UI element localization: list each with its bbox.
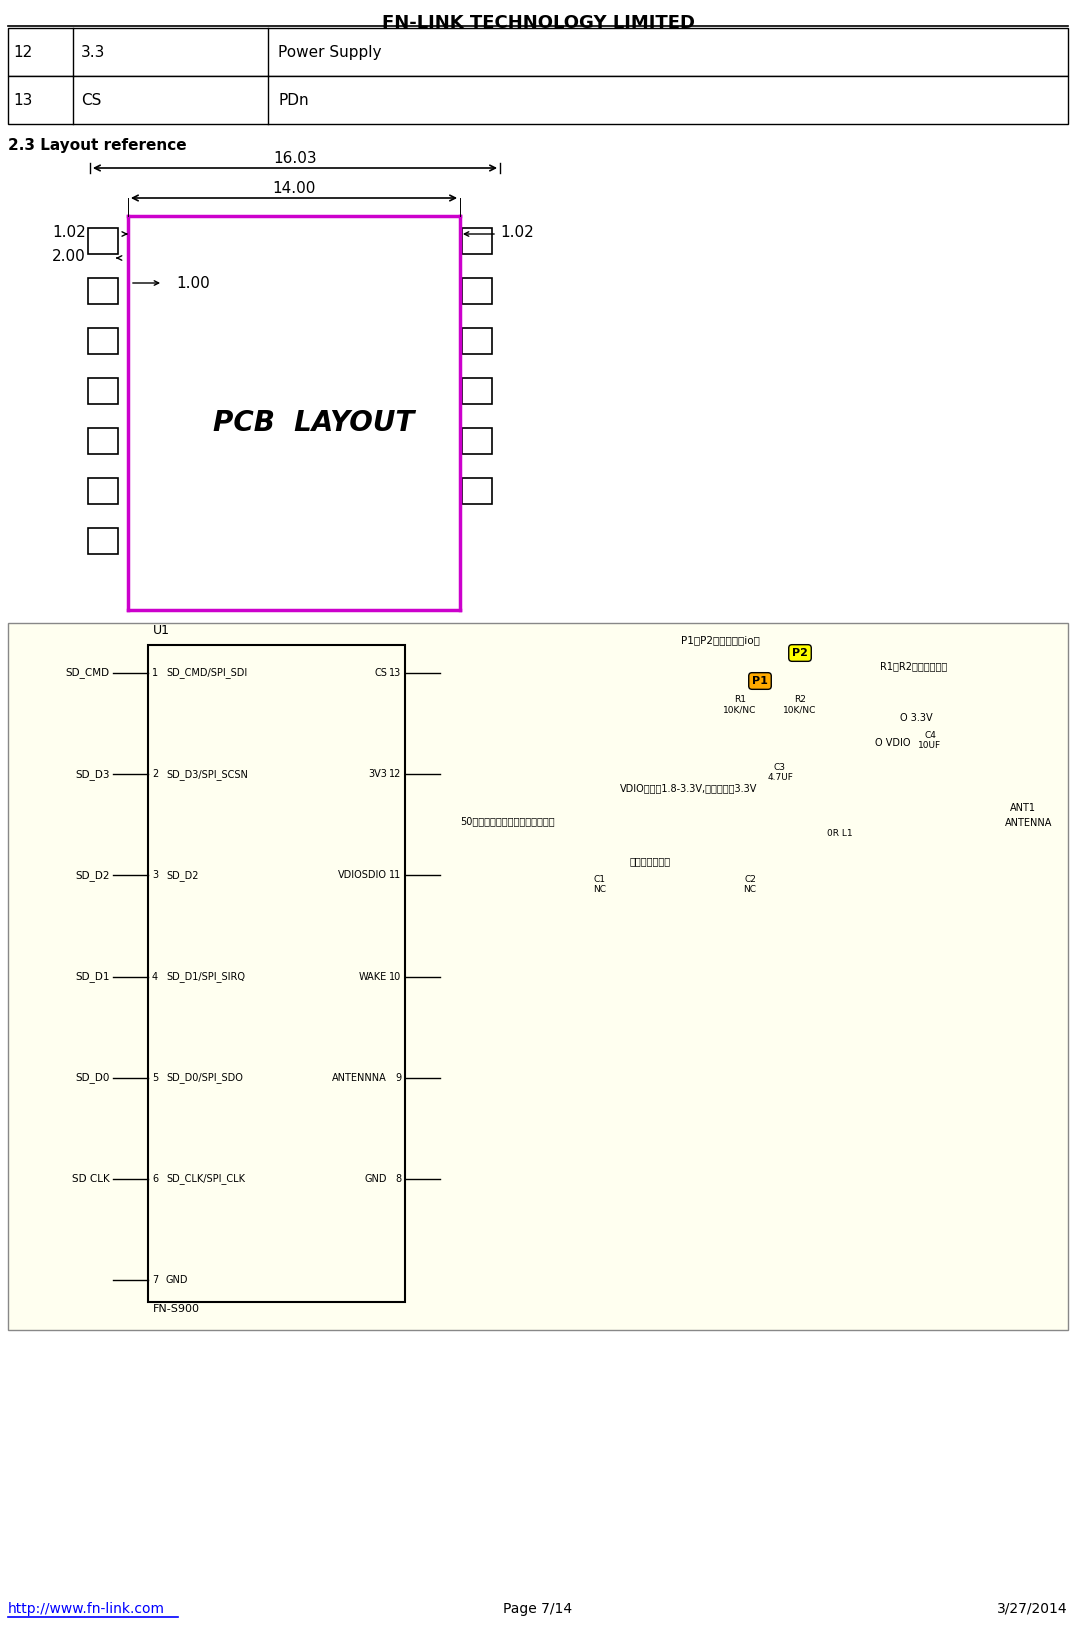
Bar <box>88 279 118 305</box>
Bar <box>88 228 118 254</box>
Text: Power Supply: Power Supply <box>278 44 382 60</box>
Text: SD_D0/SPI_SDO: SD_D0/SPI_SDO <box>166 1072 243 1083</box>
Text: C3
4.7UF: C3 4.7UF <box>767 762 793 782</box>
Text: SD_D1: SD_D1 <box>75 971 110 982</box>
Text: 2: 2 <box>152 769 158 779</box>
Bar <box>462 228 492 254</box>
Text: R1
10K/NC: R1 10K/NC <box>723 696 756 715</box>
Text: 根据天线调匹配: 根据天线调匹配 <box>631 855 671 867</box>
Text: O VDIO: O VDIO <box>875 738 910 748</box>
Text: SD CLK: SD CLK <box>72 1175 110 1184</box>
Bar <box>8 622 1068 1329</box>
Text: Page 7/14: Page 7/14 <box>504 1601 572 1616</box>
Text: PDn: PDn <box>278 93 309 108</box>
Text: CS: CS <box>81 93 101 108</box>
Text: SD_D3: SD_D3 <box>75 769 110 780</box>
Text: SD_D3/SPI_SCSN: SD_D3/SPI_SCSN <box>166 769 247 780</box>
Text: U1: U1 <box>153 624 170 637</box>
Text: SD_D2: SD_D2 <box>166 870 198 881</box>
Text: 8: 8 <box>395 1175 401 1184</box>
Text: 50欧姆阻抗线，天线尽量靠近模块: 50欧姆阻抗线，天线尽量靠近模块 <box>461 816 554 826</box>
Text: P1、P2接控制芯片io口: P1、P2接控制芯片io口 <box>680 635 760 645</box>
Text: 5: 5 <box>152 1072 158 1083</box>
Text: 1.00: 1.00 <box>176 275 210 290</box>
Text: 0R L1: 0R L1 <box>827 829 853 837</box>
Bar <box>462 428 492 454</box>
Text: 7: 7 <box>152 1276 158 1285</box>
Bar <box>462 477 492 503</box>
Text: SD_D2: SD_D2 <box>75 870 110 881</box>
Bar <box>88 428 118 454</box>
Text: 14.00: 14.00 <box>272 181 315 195</box>
Text: 2.3 Layout reference: 2.3 Layout reference <box>8 138 186 153</box>
Text: O 3.3V: O 3.3V <box>900 714 933 723</box>
Text: 3/27/2014: 3/27/2014 <box>997 1601 1068 1616</box>
Text: 16.03: 16.03 <box>273 151 316 166</box>
Text: FN-S900: FN-S900 <box>153 1303 200 1315</box>
Bar <box>8 622 1068 1329</box>
Text: 4: 4 <box>152 971 158 982</box>
Text: 2.00: 2.00 <box>53 249 86 264</box>
Text: 3: 3 <box>152 870 158 880</box>
Text: SD_CMD/SPI_SDI: SD_CMD/SPI_SDI <box>166 668 247 678</box>
Text: GND: GND <box>166 1276 188 1285</box>
Text: C1
NC: C1 NC <box>594 875 607 894</box>
Text: SD_CMD: SD_CMD <box>66 668 110 678</box>
Text: SD_D1/SPI_SIRQ: SD_D1/SPI_SIRQ <box>166 971 245 982</box>
Text: 3.3: 3.3 <box>81 44 105 60</box>
Text: 6: 6 <box>152 1175 158 1184</box>
Text: P1: P1 <box>752 676 768 686</box>
Text: FN-LINK TECHNOLOGY LIMITED: FN-LINK TECHNOLOGY LIMITED <box>382 15 694 33</box>
Text: VDIOSDIO: VDIOSDIO <box>338 870 387 880</box>
Bar <box>462 327 492 353</box>
Bar <box>88 378 118 404</box>
Text: 9: 9 <box>395 1072 401 1083</box>
Text: ANTENNNA: ANTENNNA <box>332 1072 387 1083</box>
Text: R2
10K/NC: R2 10K/NC <box>783 696 817 715</box>
Text: SD_D0: SD_D0 <box>75 1072 110 1083</box>
Text: 11: 11 <box>388 870 401 880</box>
Bar <box>462 378 492 404</box>
Text: WAKE: WAKE <box>358 971 387 982</box>
Text: 10: 10 <box>388 971 401 982</box>
Text: 13: 13 <box>388 668 401 678</box>
Text: C2
NC: C2 NC <box>744 875 756 894</box>
Text: C4
10UF: C4 10UF <box>919 731 942 751</box>
Text: PCB  LAYOUT: PCB LAYOUT <box>213 409 414 437</box>
Text: VDIO电压，1.8-3.3V,通常情况接3.3V: VDIO电压，1.8-3.3V,通常情况接3.3V <box>620 784 758 793</box>
Text: ANTENNA: ANTENNA <box>1005 818 1052 828</box>
Text: http://www.fn-link.com: http://www.fn-link.com <box>8 1601 165 1616</box>
Text: 12: 12 <box>13 44 32 60</box>
Text: CS: CS <box>374 668 387 678</box>
Text: 1.02: 1.02 <box>53 225 86 239</box>
Text: R1、R2预留位，空贴: R1、R2预留位，空贴 <box>880 661 947 671</box>
Text: 1.02: 1.02 <box>500 225 534 239</box>
Text: GND: GND <box>365 1175 387 1184</box>
Bar <box>88 327 118 353</box>
Text: ANT1: ANT1 <box>1010 803 1036 813</box>
Bar <box>462 279 492 305</box>
Bar <box>88 528 118 554</box>
Text: SD_CLK/SPI_CLK: SD_CLK/SPI_CLK <box>166 1173 245 1184</box>
Text: P2: P2 <box>792 648 808 658</box>
Bar <box>8 28 1068 77</box>
Bar <box>148 645 405 1302</box>
Text: 3V3: 3V3 <box>368 769 387 779</box>
Text: 1: 1 <box>152 668 158 678</box>
Bar <box>8 77 1068 124</box>
Bar <box>88 477 118 503</box>
Text: 13: 13 <box>13 93 32 108</box>
Text: 12: 12 <box>388 769 401 779</box>
